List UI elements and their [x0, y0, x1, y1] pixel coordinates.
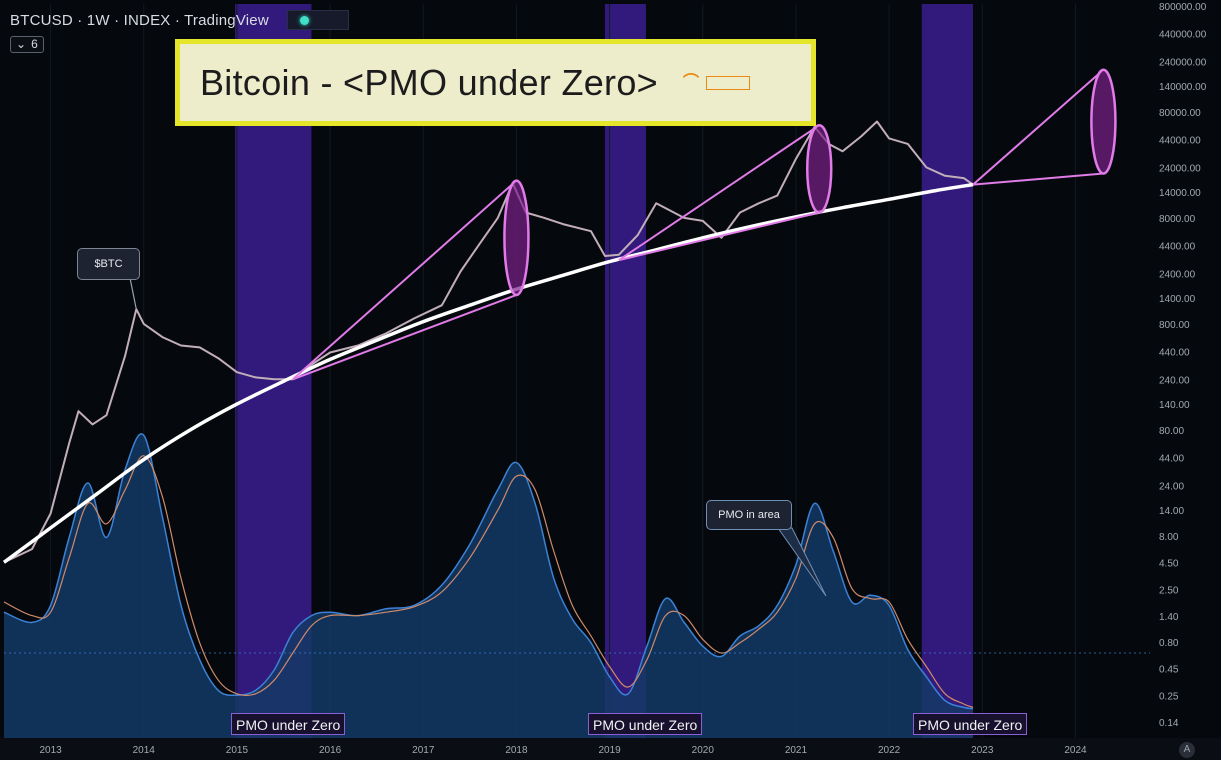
price-tick-label: 44000.00	[1159, 135, 1201, 146]
price-tick-label: 8000.00	[1159, 214, 1196, 225]
price-tick-label: 800.00	[1159, 320, 1190, 331]
time-tick-label: 2021	[785, 745, 808, 756]
price-tick-label: 8.00	[1159, 532, 1179, 543]
price-tick-label: 14000.00	[1159, 188, 1201, 199]
cycle-ellipse-3	[1090, 68, 1117, 175]
indicators-toggle[interactable]: ⌄ 6	[10, 36, 44, 53]
chart-title: Bitcoin - <PMO under Zero>	[200, 61, 658, 103]
time-tick-label: 2015	[226, 745, 249, 756]
logo-icon: ⌒	[682, 73, 699, 91]
price-tick-label: 0.14	[1159, 718, 1179, 729]
pmo-line	[3, 433, 974, 710]
price-tick-label: 0.25	[1159, 691, 1179, 702]
time-tick-label: 2022	[878, 745, 901, 756]
cycle-ellipse-1	[503, 179, 530, 297]
price-tick-label: 14.00	[1159, 506, 1184, 517]
price-tick-label: 2400.00	[1159, 269, 1196, 280]
time-tick-label: 2018	[505, 745, 528, 756]
live-dot-icon	[299, 15, 309, 25]
price-tick-label: 240.00	[1159, 375, 1190, 386]
price-tick-label: 0.45	[1159, 664, 1179, 675]
logo-stamp	[706, 75, 750, 90]
symbol-header: BTCUSD · 1W · INDEX · TradingView	[10, 10, 349, 30]
cycle-line-top-1	[292, 179, 518, 381]
time-tick-label: 2013	[39, 745, 62, 756]
cycle-ellipse-2	[805, 123, 833, 214]
title-box: Bitcoin - <PMO under Zero> ⌒	[175, 39, 816, 126]
symbol-info[interactable]: BTCUSD · 1W · INDEX · TradingView	[10, 11, 269, 29]
price-tick-label: 1.40	[1159, 612, 1179, 623]
time-tick-label: 2016	[319, 745, 342, 756]
price-tick-label: 440.00	[1159, 347, 1190, 358]
btc-callout: $BTC	[77, 248, 140, 280]
time-tick-label: 2020	[692, 745, 715, 756]
price-tick-label: 4400.00	[1159, 241, 1196, 252]
cycle-line-bottom-2	[618, 211, 820, 262]
indicator-count: 6	[31, 37, 38, 51]
cycle-line-top-3	[972, 69, 1105, 186]
time-axis-labels: 2013 2014 2015 2016 2017 2018 2019 2020 2021 2022…	[39, 745, 1087, 756]
price-tick-label: 140.00	[1159, 400, 1190, 411]
price-tick-label: 800000.00	[1159, 2, 1207, 13]
price-tick-label: 1400.00	[1159, 294, 1196, 305]
time-tick-label: 2023	[971, 745, 994, 756]
zero-zone-label-2: PMO under Zero	[588, 713, 703, 735]
zero-zone-bands	[235, 4, 973, 738]
time-tick-label: 2024	[1064, 745, 1087, 756]
cycle-projections	[292, 68, 1117, 381]
time-tick-label: 2014	[133, 745, 156, 756]
pmo-callout: PMO in area	[706, 500, 792, 530]
price-tick-label: 80000.00	[1159, 108, 1201, 119]
price-tick-label: 80.00	[1159, 426, 1184, 437]
price-axis[interactable]	[1150, 0, 1221, 738]
cycle-line-top-2	[618, 124, 820, 261]
auto-scale-button[interactable]: A	[1179, 742, 1195, 758]
zero-zone-band-2	[604, 4, 646, 738]
time-tick-label: 2017	[412, 745, 435, 756]
price-tick-label: 24.00	[1159, 481, 1184, 492]
zero-zone-label-1: PMO under Zero	[231, 713, 346, 735]
zero-zone-label-3: PMO under Zero	[913, 713, 1028, 735]
btc-callout-pointer	[129, 277, 137, 310]
price-tick-label: 44.00	[1159, 453, 1184, 464]
cycle-line-bottom-1	[292, 294, 517, 381]
price-tick-label: 440000.00	[1159, 30, 1207, 41]
signal-line	[3, 455, 974, 708]
price-tick-label: 24000.00	[1159, 163, 1201, 174]
pmo-area-fill	[4, 433, 973, 738]
zero-zone-band-1	[235, 4, 312, 738]
price-tick-label: 0.80	[1159, 638, 1179, 649]
time-tick-label: 2019	[598, 745, 621, 756]
price-axis-labels: 800000.00 440000.00 240000.00 140000.00 8000…	[1159, 2, 1207, 729]
zero-zone-band-3	[921, 4, 973, 738]
price-tick-label: 140000.00	[1159, 82, 1207, 93]
btc-price-line	[3, 120, 974, 564]
time-axis[interactable]	[0, 738, 1221, 760]
chevron-down-icon: ⌄	[16, 37, 27, 51]
price-tick-label: 240000.00	[1159, 57, 1207, 68]
price-tick-label: 2.50	[1159, 585, 1179, 596]
cycle-line-bottom-3	[972, 172, 1104, 186]
live-status[interactable]	[286, 10, 349, 30]
author-logo: ⌒	[680, 74, 750, 92]
price-tick-label: 4.50	[1159, 558, 1179, 569]
